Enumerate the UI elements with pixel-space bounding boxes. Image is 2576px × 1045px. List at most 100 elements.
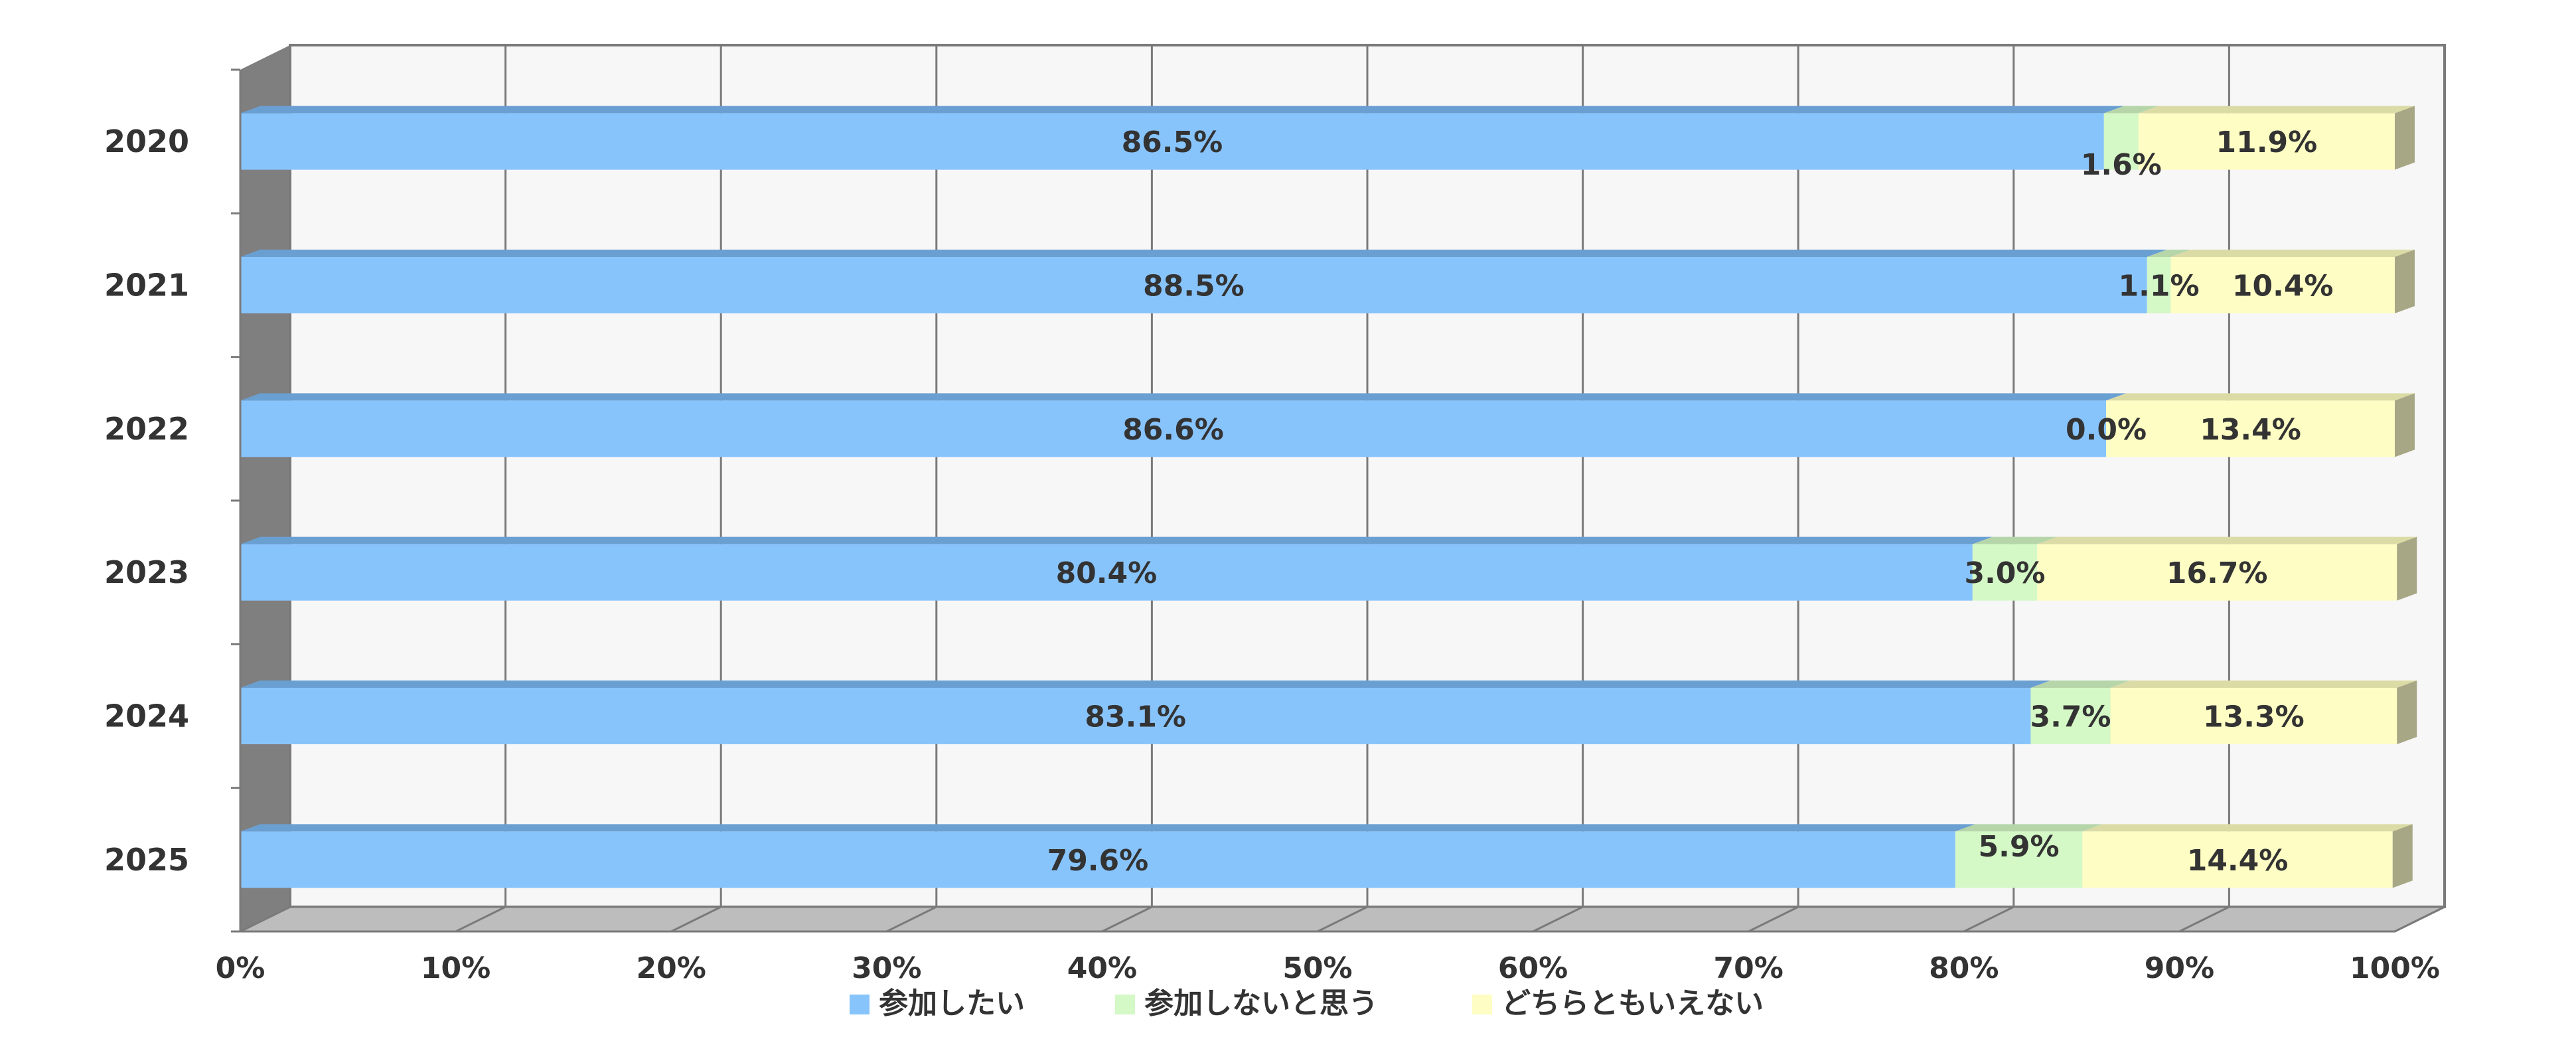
- data-label: 13.4%: [2200, 413, 2301, 447]
- x-tick-label: 90%: [2145, 951, 2214, 985]
- legend-label: 参加しないと思う: [1144, 987, 1378, 1020]
- data-label: 16.7%: [2166, 556, 2268, 590]
- floor-gridline: [1748, 906, 1799, 933]
- bar-side-face: [2395, 106, 2415, 170]
- bar-segment: [240, 831, 1955, 888]
- bar-top-face: [2082, 824, 2413, 832]
- bar-segment: [2138, 113, 2395, 170]
- bar-segment: [240, 113, 2104, 170]
- legend-swatch: [1472, 995, 1492, 1014]
- bar-top-face: [240, 536, 1993, 544]
- bar-side-face: [2397, 681, 2417, 744]
- bar-side-face: [2395, 250, 2415, 313]
- floor-gridline: [670, 906, 721, 933]
- y-axis: 2020 2021 2022 2023 2024 2025: [104, 68, 242, 933]
- bar-top-face: [2103, 106, 2159, 114]
- bar-side-face: [2397, 536, 2417, 601]
- bar-side-face: [2392, 824, 2413, 888]
- floor-gridline: [886, 906, 937, 933]
- x-tick-label: 40%: [1067, 951, 1137, 985]
- bar-top-face: [2106, 393, 2415, 401]
- bar-segment: [1972, 544, 2038, 601]
- x-tick-label: 80%: [1929, 951, 1999, 985]
- floor-gridline: [1101, 906, 1153, 933]
- side-wall: [240, 45, 290, 931]
- data-labels: 86.5% 1.6% 11.9% 88.5% 1.1% 10.4% 86.6% 0.0% 13.…: [1047, 125, 2334, 878]
- floor-gridline: [240, 906, 291, 933]
- x-tick-label: 70%: [1714, 951, 1783, 985]
- bar-top-face: [2037, 536, 2417, 544]
- data-label: 13.3%: [2203, 700, 2305, 734]
- bar-segment: [240, 400, 2107, 457]
- gridlines: [240, 45, 2446, 933]
- bar-side-face: [2395, 393, 2415, 457]
- bar-top-face: [1972, 536, 2058, 544]
- bar-top-face: [240, 681, 2051, 688]
- x-tick-label: 20%: [637, 951, 706, 985]
- bar-segment: [2030, 688, 2111, 744]
- bar-top-face: [240, 250, 2167, 257]
- y-category-label: 2021: [104, 268, 189, 303]
- floor-gridline: [1532, 906, 1584, 933]
- legend-label: どちらともいえない: [1501, 987, 1764, 1020]
- bar-top-face: [2030, 681, 2131, 688]
- data-label: 3.0%: [1964, 556, 2045, 590]
- bar-segment: [2106, 400, 2395, 457]
- data-label: 86.6%: [1122, 413, 1224, 447]
- data-label: 86.5%: [1122, 125, 1223, 159]
- x-tick-label: 0%: [216, 951, 265, 985]
- bar-segment: [2037, 544, 2397, 601]
- data-label: 10.4%: [2232, 270, 2334, 303]
- x-tick-label: 60%: [1498, 951, 1568, 985]
- floor-gridline: [455, 906, 506, 933]
- data-label: 5.9%: [1979, 830, 2060, 864]
- bars: [240, 106, 2417, 888]
- data-label: 79.6%: [1047, 844, 1149, 878]
- bar-top-face: [2110, 681, 2417, 688]
- bar-segment: [240, 688, 2031, 744]
- data-label: 0.0%: [2066, 413, 2147, 447]
- floor-gridline: [1317, 906, 1368, 933]
- x-tick-label: 50%: [1282, 951, 1352, 985]
- bar-segment: [2110, 688, 2397, 744]
- bar-segment: [240, 544, 1973, 601]
- floor-gridline: [2178, 906, 2230, 933]
- y-category-label: 2024: [104, 698, 189, 734]
- legend-swatch: [1115, 995, 1135, 1014]
- y-category-label: 2023: [104, 554, 189, 590]
- data-label: 80.4%: [1056, 556, 1158, 590]
- data-label: 1.1%: [2119, 270, 2200, 303]
- bar-top-face: [1955, 824, 2103, 832]
- y-category-label: 2020: [104, 123, 189, 159]
- legend-swatch: [850, 995, 870, 1014]
- bar-segment: [2103, 113, 2139, 170]
- bar-segment: [2147, 257, 2171, 313]
- x-tick-label: 30%: [852, 951, 921, 985]
- floor-gridline: [1963, 906, 2014, 933]
- legend: 参加したい 参加しないと思う どちらともいえない: [850, 987, 1764, 1020]
- floor-gridline: [2394, 906, 2445, 933]
- legend-label: 参加したい: [879, 987, 1025, 1020]
- data-label: 83.1%: [1085, 700, 1186, 734]
- data-label: 11.9%: [2216, 125, 2318, 159]
- bar-top-face: [2170, 250, 2415, 257]
- bar-segment: [240, 257, 2147, 313]
- x-tick-label: 100%: [2350, 951, 2440, 985]
- data-label: 1.6%: [2081, 148, 2162, 182]
- bar-top-face: [2147, 250, 2191, 257]
- y-category-label: 2025: [104, 842, 189, 878]
- bar-top-face: [240, 824, 1975, 832]
- x-axis: 0% 10% 20% 30% 40% 50% 60% 70% 80% 90% 100%: [216, 951, 2440, 985]
- bar-top-face: [240, 393, 2127, 401]
- data-label: 3.7%: [2030, 700, 2111, 734]
- bar-segment: [2082, 831, 2393, 888]
- bar-top-face: [240, 106, 2124, 114]
- bar-segment: [2170, 257, 2395, 313]
- x-tick-label: 10%: [421, 951, 491, 985]
- bar-top-face: [2138, 106, 2415, 114]
- data-label: 14.4%: [2187, 844, 2289, 878]
- data-label: 88.5%: [1143, 270, 1245, 303]
- bar-segment: [1955, 831, 2083, 888]
- y-category-label: 2022: [104, 411, 189, 447]
